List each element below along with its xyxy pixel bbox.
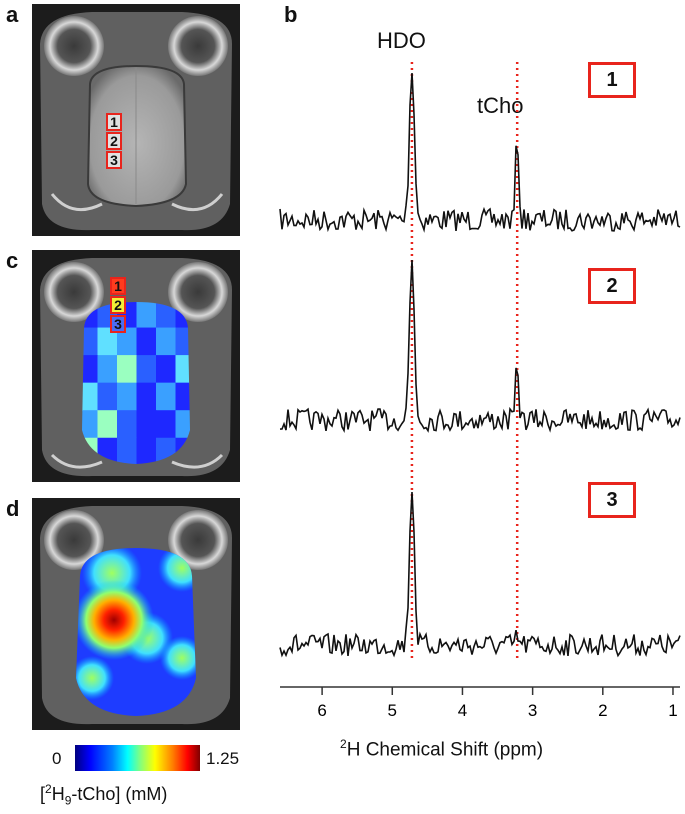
voxel-cell bbox=[136, 437, 157, 464]
peak-label-tcho: tCho bbox=[477, 93, 524, 118]
roi-2-a: 2 bbox=[106, 132, 122, 150]
x-tick-label: 2 bbox=[598, 701, 607, 720]
voxel-cell bbox=[136, 302, 157, 329]
voxel-cell bbox=[82, 355, 98, 384]
voxel-cell bbox=[156, 410, 176, 439]
x-tick-label: 6 bbox=[317, 701, 326, 720]
spectrum-box-2: 2 bbox=[588, 268, 636, 304]
spectra-plot: 6 5 4 3 2 1 bbox=[279, 62, 681, 720]
voxel-cell bbox=[136, 410, 157, 439]
voxel-cell bbox=[156, 302, 176, 329]
voxel-cell bbox=[117, 355, 137, 384]
mri-image-c bbox=[32, 250, 240, 482]
panel-label-c: c bbox=[6, 248, 19, 273]
mri-image-d bbox=[32, 498, 240, 730]
spectrum-trace-1 bbox=[279, 72, 681, 233]
voxel-cell bbox=[175, 327, 190, 357]
peak-label-hdo: HDO bbox=[377, 28, 426, 53]
voxel-cell bbox=[156, 327, 176, 357]
voxel-cell bbox=[136, 355, 157, 384]
spectrum-trace-2 bbox=[279, 259, 681, 433]
voxel-cell bbox=[117, 382, 137, 412]
voxel-cell bbox=[156, 382, 176, 412]
roi-1-c: 1 bbox=[110, 277, 126, 295]
colorbar-gradient bbox=[75, 745, 200, 771]
panel-label-b: b bbox=[284, 2, 298, 27]
voxel-cell bbox=[97, 355, 118, 384]
spectrum-box-3: 3 bbox=[588, 482, 636, 518]
voxel-cell bbox=[117, 327, 137, 357]
roi-1-a: 1 bbox=[106, 113, 122, 131]
voxel-cell bbox=[136, 382, 157, 412]
voxel-cell bbox=[117, 410, 137, 439]
x-tick-label: 3 bbox=[528, 701, 537, 720]
spectrum-trace-3 bbox=[279, 491, 681, 658]
voxel-cell bbox=[82, 327, 98, 357]
roi-3-a: 3 bbox=[106, 151, 122, 169]
voxel-cell bbox=[97, 327, 118, 357]
voxel-cell bbox=[82, 410, 98, 439]
colorbar-max-label: 1.25 bbox=[206, 749, 240, 768]
voxel-cell bbox=[175, 355, 190, 384]
voxel-cell bbox=[82, 382, 98, 412]
colorbar-title: [2H9-tCho] (mM) bbox=[40, 782, 168, 808]
panel-label-a: a bbox=[6, 2, 19, 27]
voxel-cell bbox=[136, 327, 157, 357]
x-tick-label: 5 bbox=[388, 701, 397, 720]
roi-3-c: 3 bbox=[110, 315, 126, 333]
voxel-cell bbox=[175, 410, 190, 439]
x-tick-label: 1 bbox=[668, 701, 677, 720]
x-tick-label: 4 bbox=[458, 701, 467, 720]
voxel-cell bbox=[97, 410, 118, 439]
mri-image-a bbox=[32, 4, 240, 236]
voxel-cell bbox=[117, 437, 137, 464]
voxel-cell bbox=[175, 382, 190, 412]
spectrum-box-1: 1 bbox=[588, 62, 636, 98]
roi-2-c: 2 bbox=[110, 296, 126, 314]
colorbar-min-label: 0 bbox=[52, 749, 62, 768]
panel-label-d: d bbox=[6, 496, 20, 521]
x-axis-title: 2H Chemical Shift (ppm) bbox=[340, 737, 544, 761]
voxel-cell bbox=[97, 382, 118, 412]
voxel-cell bbox=[156, 355, 176, 384]
